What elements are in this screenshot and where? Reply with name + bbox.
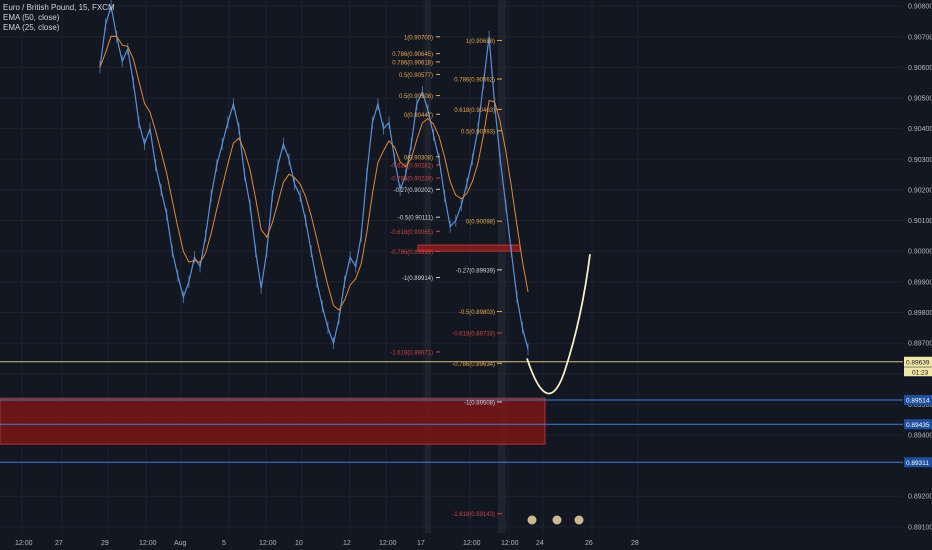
y-tick-label: 0.90700 <box>908 34 932 41</box>
x-tick-label: 12:00 <box>501 540 519 547</box>
price-line <box>99 5 529 350</box>
fib-a-label: 0.786(0.90645) <box>392 52 433 58</box>
fib-b-label: -0.786(0.89634) <box>452 362 495 368</box>
indicator-ema50: EMA (50, close) <box>3 13 60 22</box>
y-tick-label: 0.89500 <box>908 402 932 409</box>
event-icon <box>526 514 538 526</box>
y-tick-label: 0.90100 <box>908 218 932 225</box>
chart-legend: Euro / British Pound, 15, FXCM EMA (50, … <box>3 3 115 33</box>
price-badge-text: 0.89639 <box>906 359 930 366</box>
y-tick-label: 0.89700 <box>908 341 932 348</box>
x-tick-label: 12 <box>343 540 351 547</box>
lower-red-zone <box>0 397 546 445</box>
y-tick-label: 0.90600 <box>908 65 932 72</box>
x-tick-label: 10 <box>295 540 303 547</box>
fib-a-label: -0.27(0.90202) <box>394 188 433 194</box>
fib-b-label: 0(0.90098) <box>466 220 495 226</box>
projection-curve <box>526 254 591 395</box>
price-badge-text: 0.89435 <box>906 422 930 429</box>
y-tick-label: 0.90500 <box>908 96 932 103</box>
y-tick-label: 0.89400 <box>908 432 932 439</box>
upper-red-zone <box>417 244 521 252</box>
event-icon <box>551 514 563 526</box>
highlight-column-a <box>425 0 431 533</box>
x-tick-label: 29 <box>101 540 109 547</box>
y-tick-label: 0.89200 <box>908 494 932 501</box>
y-tick-label: 0.90000 <box>908 249 932 256</box>
price-badge-0.89514 <box>904 395 932 406</box>
fib-b-label: -0.5(0.89803) <box>459 310 495 316</box>
y-tick-label: 0.89800 <box>908 310 932 317</box>
x-tick-label: 12:00 <box>15 540 33 547</box>
event-icon <box>573 514 585 526</box>
y-tick-label: 0.90800 <box>908 4 932 11</box>
x-tick-label: 26 <box>585 540 593 547</box>
ema-line <box>99 35 529 311</box>
fib-b-label: 0.618(0.90463) <box>454 108 495 114</box>
fib-a-label: 0.5(0.90508) <box>399 94 433 100</box>
x-tick-label: 17 <box>417 540 425 547</box>
fib-a-label: 0.786(0.90618) <box>392 60 433 66</box>
price-badge-0.89639 <box>904 356 932 367</box>
y-tick-label: 0.90400 <box>908 126 932 133</box>
fib-a-label: -0.618(0.90281) <box>390 164 433 170</box>
fib-a-label: -1.618(0.89671) <box>390 350 433 356</box>
fib-b-label: -0.618(0.89733) <box>452 331 495 337</box>
fib-b-label: 1(0.90688) <box>466 39 495 45</box>
price-badge-text: 0.89514 <box>906 398 930 405</box>
x-tick-label: 12:00 <box>139 540 157 547</box>
fib-b-label: 0.5(0.90393) <box>461 129 495 135</box>
x-tick-label: 12:00 <box>463 540 481 547</box>
fib-a-label: 1(0.90700) <box>404 35 433 41</box>
indicator-ema25: EMA (25, close) <box>3 23 60 32</box>
fib-a-label: -1(0.89914) <box>402 276 433 282</box>
x-tick-label: 28 <box>631 540 639 547</box>
highlight-column-b <box>498 0 506 533</box>
fib-a-label: -0.786(0.90239) <box>390 176 433 182</box>
fib-a-label: 0.5(0.90577) <box>399 73 433 79</box>
fib-b-label: -1(0.89508) <box>464 400 495 406</box>
x-tick-label: 24 <box>536 540 544 547</box>
x-tick-label: 5 <box>222 540 226 547</box>
x-tick-label: 12:00 <box>259 540 277 547</box>
fib-a-label: 0(0.90447) <box>404 113 433 119</box>
y-tick-label: 0.90200 <box>908 187 932 194</box>
y-tick-label: 0.89100 <box>908 524 932 531</box>
fib-a-label: -0.786(0.89999) <box>390 250 433 256</box>
fib-b-label: -0.27(0.89939) <box>456 268 495 274</box>
x-tick-label: 12:00 <box>379 540 397 547</box>
price-badge-0.89311 <box>904 457 932 468</box>
fib-a-label: 0(0.90308) <box>404 155 433 161</box>
symbol-title: Euro / British Pound, 15, FXCM <box>3 3 115 12</box>
fib-a-label: -0.618(0.90065) <box>390 230 433 236</box>
fib-b-label: -1.618(0.89143) <box>452 512 495 518</box>
fib-a-label: -0.5(0.90111) <box>398 216 433 222</box>
price-badge-0.89435 <box>904 419 932 430</box>
countdown-text: 01:23 <box>912 369 929 376</box>
countdown-badge <box>904 367 932 377</box>
x-tick-label: Aug <box>174 540 187 547</box>
x-tick-label: 27 <box>55 540 63 547</box>
fib-b-label: 0.786(0.90562) <box>454 78 495 84</box>
price-badge-text: 0.89311 <box>906 460 929 467</box>
y-tick-label: 0.90300 <box>908 157 932 164</box>
y-tick-label: 0.89900 <box>908 279 932 286</box>
